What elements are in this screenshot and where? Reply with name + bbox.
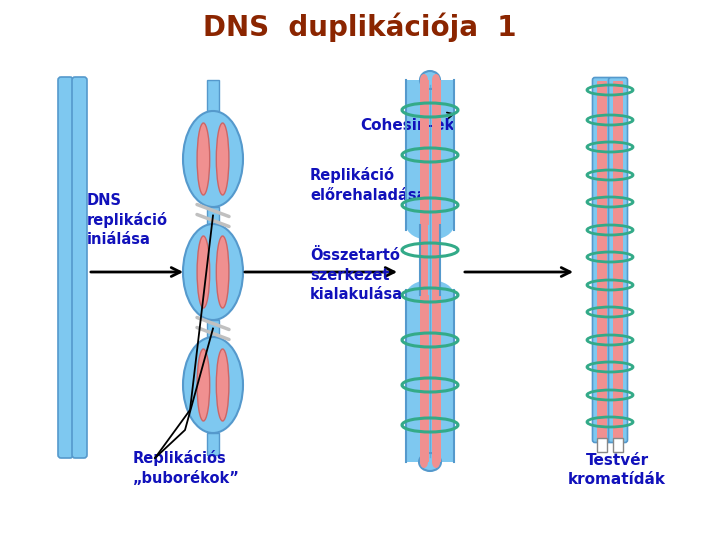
Bar [406, 80, 454, 225]
Bar [613, 438, 623, 452]
Ellipse shape [406, 280, 454, 310]
FancyBboxPatch shape [58, 77, 73, 458]
Ellipse shape [432, 456, 440, 468]
Ellipse shape [216, 236, 229, 308]
Bar [432, 225, 440, 295]
Ellipse shape [197, 236, 210, 308]
Bar [420, 225, 440, 295]
Ellipse shape [183, 337, 243, 433]
Bar [207, 320, 219, 337]
Text: Testvér
kromatídák: Testvér kromatídák [568, 453, 666, 487]
Ellipse shape [183, 224, 243, 320]
Ellipse shape [420, 74, 428, 86]
Text: Replikáció
előrehaladása: Replikáció előrehaladása [310, 167, 426, 202]
Bar [207, 207, 219, 224]
Ellipse shape [183, 111, 243, 207]
FancyBboxPatch shape [597, 81, 607, 439]
Bar [420, 225, 428, 295]
Ellipse shape [432, 74, 440, 86]
Bar [420, 80, 429, 225]
Text: DNS
replikáció
iniálása: DNS replikáció iniálása [87, 193, 168, 247]
Ellipse shape [197, 349, 210, 421]
Text: Összetartó
szerkezet
kialakulása: Összetartó szerkezet kialakulása [310, 248, 403, 302]
Bar [207, 433, 219, 455]
Bar [406, 295, 454, 462]
Text: DNS  duplikációja  1: DNS duplikációja 1 [203, 12, 517, 42]
Ellipse shape [420, 456, 428, 468]
Text: Replikációs
„buborékok”: Replikációs „buborékok” [133, 450, 240, 485]
Ellipse shape [216, 123, 229, 195]
Ellipse shape [420, 71, 440, 89]
FancyBboxPatch shape [608, 78, 628, 442]
Ellipse shape [406, 210, 454, 240]
Ellipse shape [419, 453, 441, 471]
Ellipse shape [216, 349, 229, 421]
FancyBboxPatch shape [72, 77, 87, 458]
Bar [432, 295, 441, 462]
Bar [207, 80, 219, 111]
FancyBboxPatch shape [593, 78, 611, 442]
Bar [597, 438, 607, 452]
Text: Cohesin-ek: Cohesin-ek [360, 112, 454, 132]
Ellipse shape [197, 123, 210, 195]
Bar [420, 295, 429, 462]
FancyBboxPatch shape [613, 81, 623, 439]
Bar [432, 80, 441, 225]
